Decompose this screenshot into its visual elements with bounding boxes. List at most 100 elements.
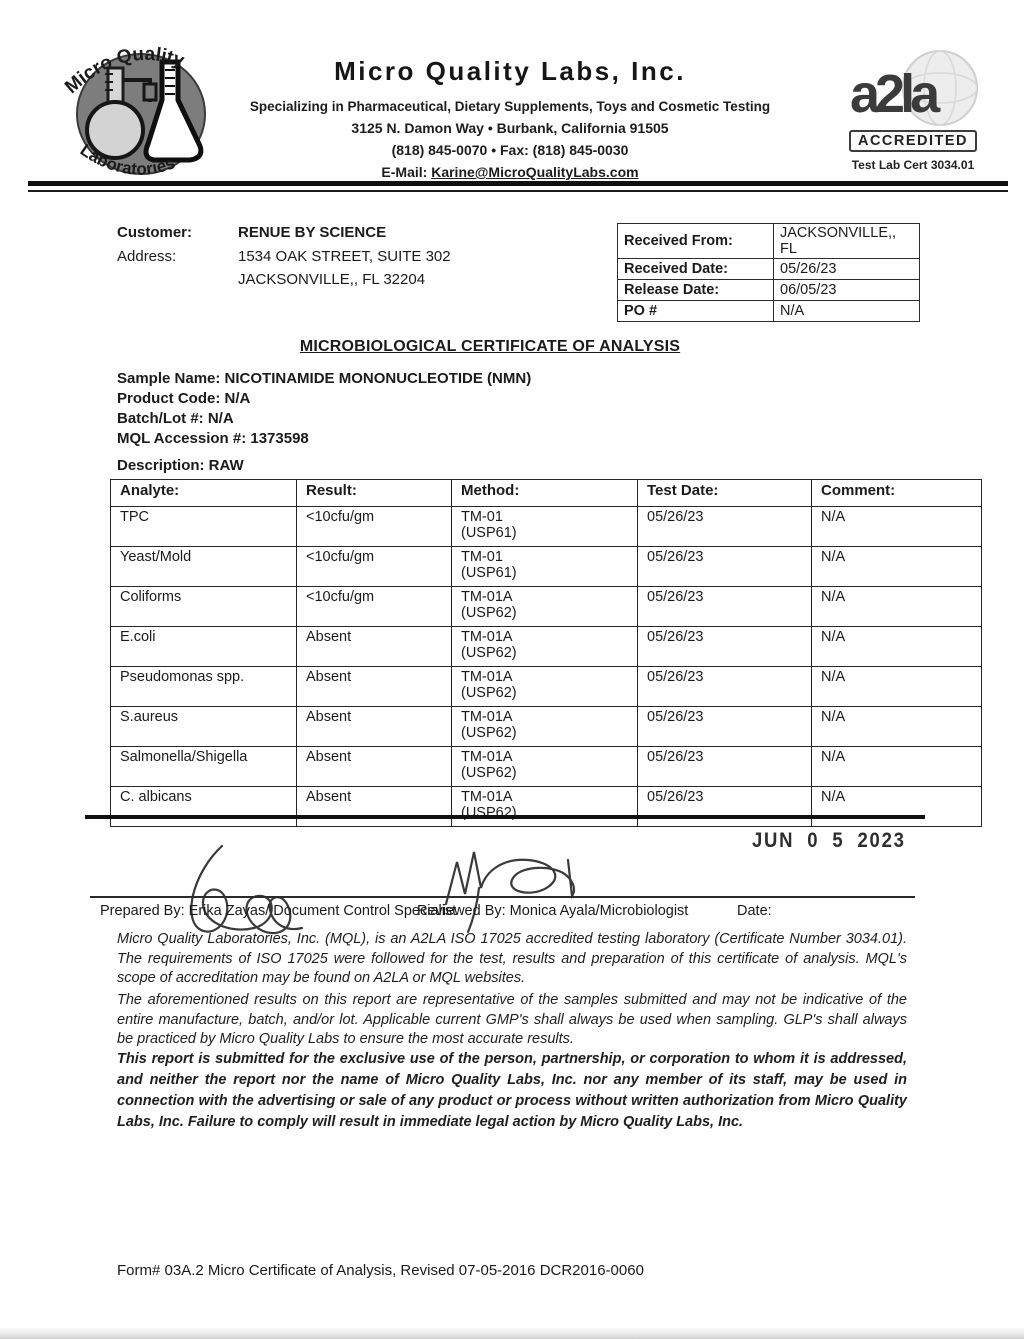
cell-test-date: 05/26/23 <box>637 666 812 707</box>
receipt-value: N/A <box>773 300 920 322</box>
cell-result: Absent <box>296 746 452 787</box>
address-label: Address: <box>117 248 177 265</box>
cell-test-date: 05/26/23 <box>637 586 812 627</box>
cell-analyte: Yeast/Mold <box>110 546 297 587</box>
scan-edge-artifact <box>0 1327 1024 1339</box>
cell-test-date: 05/26/23 <box>637 626 812 667</box>
signatures-artwork <box>190 844 576 935</box>
certificate-title: MICROBIOLOGICAL CERTIFICATE OF ANALYSIS <box>299 338 681 355</box>
cell-result: Absent <box>296 706 452 747</box>
cell-comment: N/A <box>811 506 982 547</box>
table-row: Coliforms <10cfu/gm TM-01A (USP62) 05/26/… <box>110 586 982 627</box>
batch-lot: Batch/Lot #: N/A <box>117 410 234 427</box>
cell-test-date: 05/26/23 <box>637 506 812 547</box>
customer-name: RENUE BY SCIENCE <box>238 224 387 241</box>
accreditation-mark: a2la ACCREDITED Test Lab Cert 3034.01 <box>828 50 998 172</box>
table-row: Pseudomonas spp. Absent TM-01A (USP62) 05… <box>110 666 982 707</box>
results-header-row: Analyte: Result: Method: Test Date: Comm… <box>110 479 982 507</box>
prepared-by-label: Prepared By: Erika Zayas/ Document Contr… <box>100 903 457 919</box>
company-email-line: E-Mail: Karine@MicroQualityLabs.com <box>245 164 775 180</box>
receipt-label: PO # <box>617 300 774 322</box>
address-line2: JACKSONVILLE,, FL 32204 <box>238 271 426 288</box>
receipt-label: Release Date: <box>617 279 774 301</box>
receipt-label: Received From: <box>617 223 774 259</box>
table-row: Received Date: 05/26/23 <box>617 258 920 280</box>
cell-method: TM-01A (USP62) <box>451 666 638 707</box>
reviewed-signature-icon <box>444 851 576 934</box>
cell-analyte: Salmonella/Shigella <box>110 746 297 787</box>
table-row: Received From: JACKSONVILLE,, FL <box>617 223 920 259</box>
col-header-comment: Comment: <box>811 479 982 507</box>
cell-comment: N/A <box>811 586 982 627</box>
date-label: Date: <box>737 903 772 919</box>
accredited-badge: ACCREDITED <box>848 130 978 152</box>
cell-result: <10cfu/gm <box>296 546 452 587</box>
email-link: Karine@MicroQualityLabs.com <box>431 164 639 180</box>
table-row: PO # N/A <box>617 300 920 322</box>
cell-test-date: 05/26/23 <box>637 786 812 827</box>
form-number: Form# 03A.2 Micro Certificate of Analysi… <box>117 1262 644 1279</box>
address-line1: 1534 OAK STREET, SUITE 302 <box>238 248 451 265</box>
a2la-globe-icon: a2la <box>850 50 978 126</box>
section-divider <box>85 815 925 819</box>
description: Description: RAW <box>117 457 244 474</box>
receipt-value: JACKSONVILLE,, FL <box>773 223 920 259</box>
sample-name: Sample Name: NICOTINAMIDE MONONUCLEOTIDE… <box>117 370 532 387</box>
reviewed-by-label: Reviewed By: Monica Ayala/Microbiologist <box>417 903 689 919</box>
table-row: TPC <10cfu/gm TM-01 (USP61) 05/26/23 N/A <box>110 506 982 547</box>
cell-test-date: 05/26/23 <box>637 546 812 587</box>
table-row: E.coli Absent TM-01A (USP62) 05/26/23 N/A <box>110 626 982 667</box>
cell-test-date: 05/26/23 <box>637 746 812 787</box>
cell-result: <10cfu/gm <box>296 586 452 627</box>
cell-method: TM-01A (USP62) <box>451 746 638 787</box>
company-tagline: Specializing in Pharmaceutical, Dietary … <box>249 99 771 114</box>
a2la-logo-text: a2la <box>850 64 941 124</box>
flasks-icon: Micro Quality Laboratories <box>61 44 206 179</box>
company-logo: Micro Quality Laboratories <box>38 22 243 182</box>
cell-analyte: E.coli <box>110 626 297 667</box>
results-table: Analyte: Result: Method: Test Date: Comm… <box>110 479 982 827</box>
cell-comment: N/A <box>811 746 982 787</box>
cell-result: Absent <box>296 666 452 707</box>
cell-analyte: Pseudomonas spp. <box>110 666 297 707</box>
cell-method: TM-01 (USP61) <box>451 506 638 547</box>
product-code: Product Code: N/A <box>117 390 251 407</box>
date-stamp: JUN 0 5 2023 <box>752 829 906 852</box>
cell-analyte: S.aureus <box>110 706 297 747</box>
cell-analyte: TPC <box>110 506 297 547</box>
cell-comment: N/A <box>811 706 982 747</box>
cell-method: TM-01A (USP62) <box>451 626 638 667</box>
table-row: Release Date: 06/05/23 <box>617 279 920 301</box>
disclaimer-accreditation: Micro Quality Laboratories, Inc. (MQL), … <box>117 931 907 986</box>
table-row: Yeast/Mold <10cfu/gm TM-01 (USP61) 05/26/… <box>110 546 982 587</box>
customer-label: Customer: <box>117 224 193 241</box>
cell-comment: N/A <box>811 786 982 827</box>
cell-test-date: 05/26/23 <box>637 706 812 747</box>
company-phone: (818) 845-0070 • Fax: (818) 845-0030 <box>391 142 629 158</box>
col-header-result: Result: <box>296 479 452 507</box>
company-name: Micro Quality Labs, Inc. <box>334 56 686 86</box>
email-label: E-Mail: <box>381 164 432 180</box>
cell-analyte: C. albicans <box>110 786 297 827</box>
letterhead: Micro Quality Labs, Inc. Specializing in… <box>245 56 775 186</box>
cell-method: TM-01A (USP62) <box>451 786 638 827</box>
company-address: 3125 N. Damon Way • Burbank, California … <box>351 120 669 136</box>
receipt-value: 05/26/23 <box>773 258 920 280</box>
receipt-value: 06/05/23 <box>773 279 920 301</box>
col-header-method: Method: <box>451 479 638 507</box>
cert-number: Test Lab Cert 3034.01 <box>851 158 975 172</box>
cell-result: Absent <box>296 626 452 667</box>
table-row: C. albicans Absent TM-01A (USP62) 05/26/2… <box>110 786 982 827</box>
col-header-test-date: Test Date: <box>637 479 812 507</box>
cell-analyte: Coliforms <box>110 586 297 627</box>
col-header-analyte: Analyte: <box>110 479 297 507</box>
cell-method: TM-01A (USP62) <box>451 706 638 747</box>
cell-method: TM-01A (USP62) <box>451 586 638 627</box>
prepared-signature-icon <box>190 844 304 935</box>
cell-result: Absent <box>296 786 452 827</box>
accession-number: MQL Accession #: 1373598 <box>117 430 309 447</box>
cell-comment: N/A <box>811 546 982 587</box>
cell-method: TM-01 (USP61) <box>451 546 638 587</box>
cell-comment: N/A <box>811 666 982 707</box>
